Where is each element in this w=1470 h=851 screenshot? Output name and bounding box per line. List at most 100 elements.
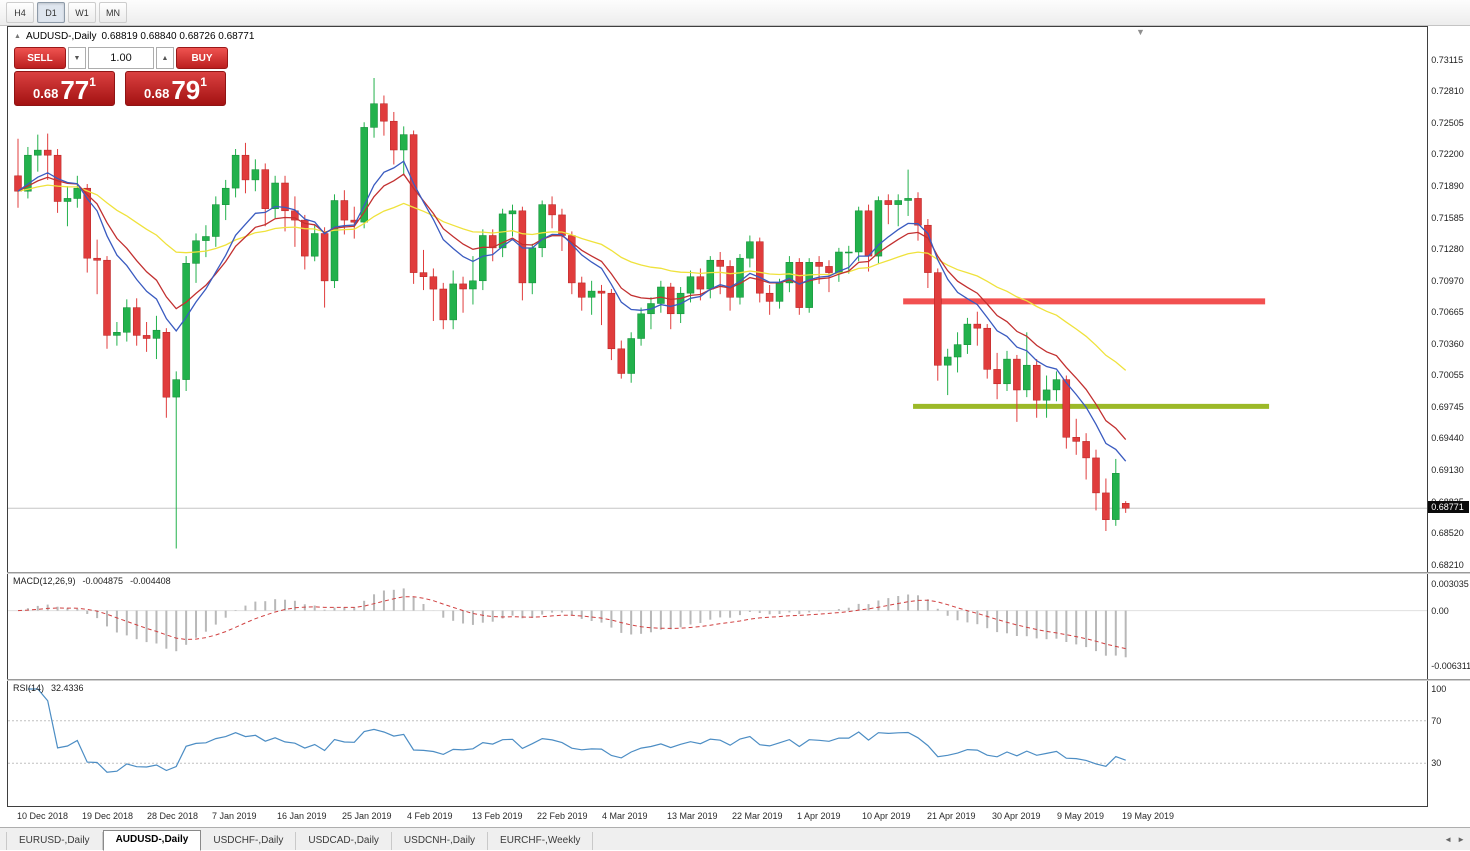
tab-scroll-left-icon[interactable]: ◄ — [1444, 835, 1453, 844]
rsi-label: RSI(14) — [13, 683, 45, 693]
timeframe-h4-button[interactable]: H4 — [6, 2, 34, 23]
date-tick-label: 10 Apr 2019 — [862, 811, 911, 821]
date-tick-label: 9 May 2019 — [1057, 811, 1105, 821]
price-tick-label: 0.70970 — [1431, 275, 1464, 286]
buy-button[interactable]: BUY — [176, 47, 228, 69]
timeframe-d1-button[interactable]: D1 — [37, 2, 65, 23]
date-tick-label: 19 May 2019 — [1122, 811, 1175, 821]
one-click-price-row: 0.68 77 1 0.68 79 1 — [14, 71, 230, 106]
buy-price-pips: 79 — [171, 75, 201, 105]
rsi-panel[interactable]: RSI(14) 32.4336 — [7, 681, 1428, 807]
price-tick-label: 0.68210 — [1431, 560, 1464, 570]
time-axis[interactable]: 10 Dec 2018 19 Dec 2018 28 Dec 2018 7 Jan 2… — [7, 807, 1428, 827]
date-tick-label: 10 Dec 2018 — [17, 811, 69, 821]
price-axis-column: 0.68771 0.73115 0.72810 0.72505 0.72200 0.71… — [1428, 26, 1470, 827]
chart-ohlc-values: 0.68819 0.68840 0.68726 0.68771 — [101, 31, 255, 42]
rsi-tick-label: 70 — [1431, 715, 1442, 726]
tab-eurusd-daily[interactable]: EURUSD-,Daily — [6, 832, 103, 850]
rsi-value: 32.4336 — [51, 683, 84, 693]
macd-panel[interactable]: MACD(12,26,9) -0.004875 -0.004408 — [7, 574, 1428, 679]
date-tick-label: 1 Apr 2019 — [797, 811, 841, 821]
timeframe-w1-button[interactable]: W1 — [68, 2, 96, 23]
price-tick-label: 0.71890 — [1431, 181, 1464, 192]
axis-separator-2 — [1428, 679, 1470, 681]
macd-axis[interactable]: 0.003035 0.00 -0.006311 — [1428, 574, 1470, 679]
macd-tick-label: -0.006311 — [1431, 661, 1470, 671]
rsi-title: RSI(14) 32.4336 — [13, 683, 84, 693]
sell-button[interactable]: SELL — [14, 47, 66, 69]
price-tick-label: 0.70665 — [1431, 307, 1464, 318]
sell-price-pips: 77 — [60, 75, 90, 105]
volume-input[interactable] — [88, 47, 154, 69]
macd-tick-label: 0.00 — [1431, 605, 1449, 616]
sell-price-prefix: 0.68 — [33, 86, 59, 101]
tab-usdcnh-daily[interactable]: USDCNH-,Daily — [392, 832, 489, 850]
date-tick-label: 22 Mar 2019 — [732, 811, 783, 821]
horizontal-levels[interactable] — [903, 298, 1270, 409]
buy-price-point: 1 — [200, 75, 207, 89]
date-tick-label: 21 Apr 2019 — [927, 811, 976, 821]
macd-main-value: -0.004875 — [82, 576, 124, 586]
price-tick-label: 0.72200 — [1431, 149, 1464, 160]
tab-audusd-daily[interactable]: AUDUSD-,Daily — [102, 830, 202, 851]
chart-tab-bar: EURUSD-,Daily AUDUSD-,Daily USDCHF-,Dail… — [0, 827, 1470, 851]
chart-workspace: ▲ AUDUSD-,Daily 0.68819 0.68840 0.68726 … — [0, 26, 1470, 827]
price-tick-label: 0.69130 — [1431, 465, 1464, 476]
price-tick-label: 0.71585 — [1431, 212, 1464, 223]
date-tick-label: 4 Mar 2019 — [602, 811, 648, 821]
axis-corner — [1428, 807, 1470, 827]
timeframe-mn-button[interactable]: MN — [99, 2, 127, 23]
axis-separator-1 — [1428, 572, 1470, 574]
one-click-top-row: SELL ▼ ▲ BUY — [14, 47, 230, 69]
price-tick-label: 0.73115 — [1431, 55, 1464, 65]
rsi-panel-separator[interactable] — [7, 679, 1429, 681]
date-tick-label: 30 Apr 2019 — [992, 811, 1041, 821]
price-tick-label: 0.68520 — [1431, 528, 1464, 539]
date-tick-label: 7 Jan 2019 — [212, 811, 257, 821]
current-price-tag: 0.68771 — [1428, 501, 1469, 514]
candles-group — [14, 77, 1130, 549]
volume-decrease-button[interactable]: ▼ — [68, 47, 86, 69]
moving-averages-group — [17, 160, 1127, 462]
price-tick-label: 0.72810 — [1431, 86, 1464, 97]
price-tick-label: 0.69745 — [1431, 401, 1464, 412]
date-tick-label: 19 Dec 2018 — [82, 811, 134, 821]
macd-chart — [8, 588, 1427, 658]
rsi-tick-label: 100 — [1431, 684, 1447, 694]
date-tick-label: 13 Feb 2019 — [472, 811, 523, 821]
chart-title: ▲ AUDUSD-,Daily 0.68819 0.68840 0.68726 … — [14, 31, 254, 42]
tab-scroll-right-icon[interactable]: ► — [1457, 835, 1465, 844]
macd-tick-label: 0.003035 — [1431, 579, 1469, 589]
volume-increase-button[interactable]: ▲ — [156, 47, 174, 69]
date-tick-label: 28 Dec 2018 — [147, 811, 199, 821]
buy-price-prefix: 0.68 — [144, 86, 170, 101]
date-tick-label: 25 Jan 2019 — [342, 811, 392, 821]
rsi-chart — [8, 688, 1427, 773]
rsi-axis[interactable]: 100 70 30 — [1428, 681, 1470, 807]
date-tick-label: 4 Feb 2019 — [407, 811, 453, 821]
macd-title: MACD(12,26,9) -0.004875 -0.004408 — [13, 576, 171, 586]
price-tick-label: 0.72505 — [1431, 117, 1464, 128]
sell-price-point: 1 — [89, 75, 96, 89]
date-tick-label: 22 Feb 2019 — [537, 811, 588, 821]
price-axis[interactable]: 0.68771 0.73115 0.72810 0.72505 0.72200 0.71… — [1428, 26, 1470, 572]
tab-usdchf-daily[interactable]: USDCHF-,Daily — [201, 832, 297, 850]
macd-panel-separator[interactable] — [7, 572, 1429, 574]
price-tick-label: 0.69440 — [1431, 433, 1464, 444]
sell-price-button[interactable]: 0.68 77 1 — [14, 71, 115, 106]
date-tick-label: 13 Mar 2019 — [667, 811, 718, 821]
buy-price-button[interactable]: 0.68 79 1 — [125, 71, 226, 106]
chart-column: ▲ AUDUSD-,Daily 0.68819 0.68840 0.68726 … — [0, 26, 1429, 827]
tab-eurchf-weekly[interactable]: EURCHF-,Weekly — [488, 832, 594, 850]
price-tick-label: 0.71280 — [1431, 243, 1464, 254]
rsi-tick-label: 30 — [1431, 758, 1442, 769]
date-tick-label: 16 Jan 2019 — [277, 811, 327, 821]
price-tick-label: 0.70360 — [1431, 338, 1464, 349]
chart-shift-marker-icon[interactable]: ▼ — [1136, 27, 1145, 37]
price-chart-panel[interactable]: ▲ AUDUSD-,Daily 0.68819 0.68840 0.68726 … — [7, 26, 1428, 572]
tab-usdcad-daily[interactable]: USDCAD-,Daily — [296, 832, 392, 850]
chart-symbol-label: AUDUSD-,Daily — [25, 31, 97, 42]
macd-histogram-group — [26, 588, 1127, 658]
